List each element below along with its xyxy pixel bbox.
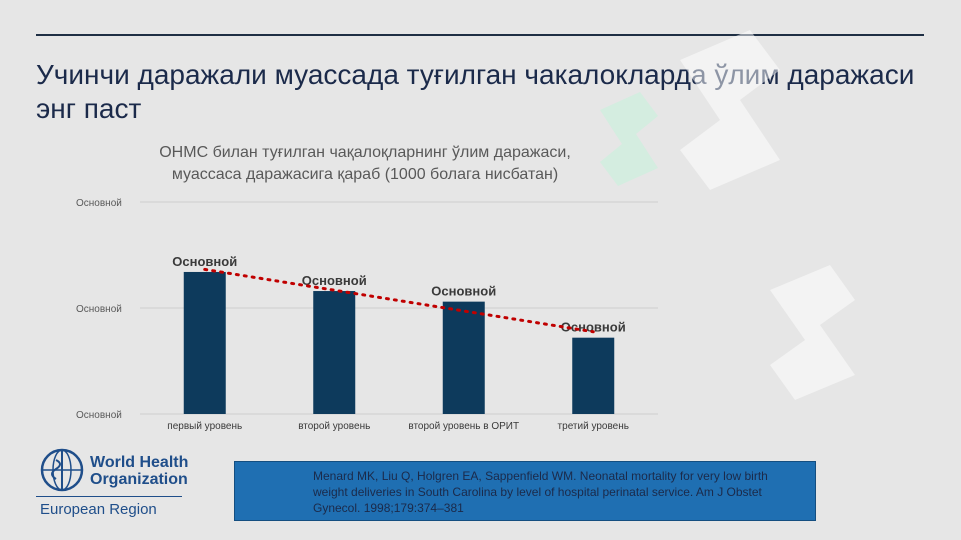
bar — [183, 271, 226, 414]
x-tick-label: второй уровень — [298, 421, 370, 432]
citation-box: Menard MK, Liu Q, Holgren EA, Sappenfiel… — [234, 461, 816, 521]
x-tick-label: второй уровень в ОРИТ — [408, 421, 519, 432]
data-label: Основной — [172, 254, 237, 269]
who-emblem-icon — [40, 448, 84, 492]
citation-text: Menard MK, Liu Q, Holgren EA, Sappenfiel… — [313, 469, 768, 515]
bar — [442, 301, 485, 414]
x-tick-label: третий уровень — [558, 421, 629, 432]
who-name-line2: Organization — [90, 471, 188, 488]
chart-svg: Основной Основной Основной Основной первый у… — [76, 198, 658, 432]
bar — [313, 291, 356, 414]
y-tick-label: Основной — [76, 304, 122, 315]
who-name-line1: World Health — [90, 454, 189, 471]
x-tick-label: первый уровень — [167, 421, 242, 432]
trendline — [203, 267, 595, 334]
y-tick-label: Основной — [76, 410, 122, 421]
chart: Основной Основной Основной Основной первый у… — [0, 190, 700, 440]
data-label: Основной — [302, 273, 367, 288]
data-label: Основной — [561, 320, 626, 335]
who-region: European Region — [40, 501, 157, 518]
data-label: Основной — [431, 284, 496, 299]
bar — [572, 337, 615, 414]
y-tick-label: Основной — [76, 198, 122, 209]
who-name: World Health Organization — [90, 454, 188, 488]
slide-title: Учинчи даражали муассада туғилган чакало… — [36, 59, 915, 124]
who-divider — [36, 496, 182, 497]
top-rule — [36, 34, 924, 36]
chart-title: ОНМС билан туғилган чақалоқларнинг ўлим … — [159, 144, 571, 183]
